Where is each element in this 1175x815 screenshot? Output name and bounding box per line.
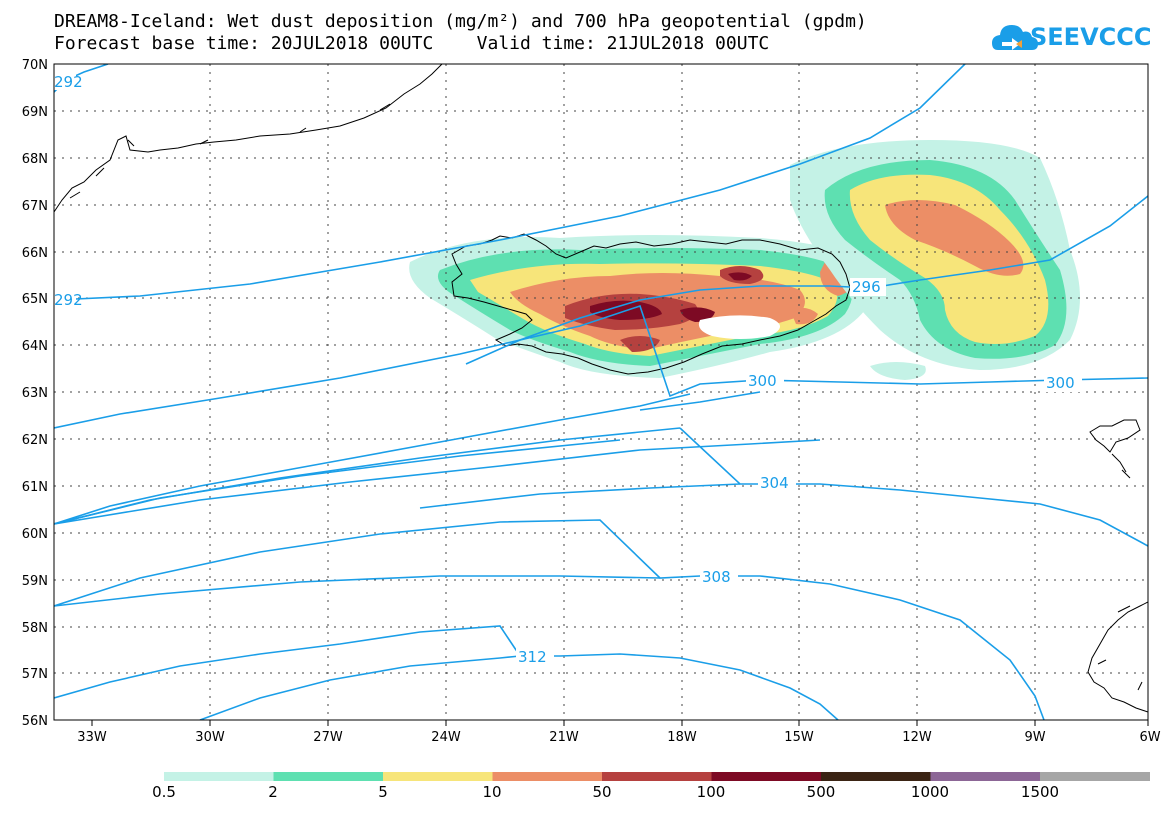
contour-label-group: 292 292 296 300 300 304 308 312 — [54, 73, 1082, 666]
seevccc-logo-cloud-icon — [992, 25, 1038, 50]
lon-label-33w: 33W — [77, 730, 107, 745]
colorbar-label-8: 1500 — [1020, 783, 1060, 801]
contour-304-link — [419, 483, 741, 509]
lat-label-66n: 66N — [22, 246, 48, 261]
lon-label-12w: 12W — [902, 730, 932, 745]
greenland-coastline — [54, 64, 443, 213]
lat-label-67n: 67N — [22, 199, 48, 214]
lat-label-70n: 70N — [22, 58, 48, 73]
lat-label-69n: 69N — [22, 105, 48, 120]
colorbar-label-6: 500 — [806, 783, 836, 801]
lat-label-63n: 63N — [22, 386, 48, 401]
contour-label-292-west: 292 — [54, 291, 83, 309]
map-title: DREAM8-Iceland: Wet dust deposition (mg/… — [54, 11, 867, 32]
lat-label-61n: 61N — [22, 480, 48, 495]
lat-label-64n: 64N — [22, 339, 48, 354]
lat-label-68n: 68N — [22, 152, 48, 167]
contour-300 — [54, 304, 1148, 429]
contour-label-292-north: 292 — [54, 73, 83, 91]
colorbar-swatch-4 — [602, 772, 712, 781]
longitude-labels: 33W 30W 27W 24W 21W 18W 15W 12W 9W 6W — [77, 730, 1160, 745]
contour-label-296: 296 — [852, 278, 881, 296]
colorbar-label-2: 5 — [378, 783, 388, 801]
lat-label-65n: 65N — [22, 292, 48, 307]
contour-308-link — [54, 575, 661, 607]
colorbar-label-4: 50 — [592, 783, 612, 801]
contour-296 — [465, 195, 1148, 365]
lon-label-9w: 9W — [1024, 730, 1045, 745]
lat-label-57n: 57N — [22, 667, 48, 682]
colorbar-swatch-5 — [711, 772, 822, 781]
axis-ticks — [91, 720, 1149, 726]
map-subtitle-times: Forecast base time: 20JUL2018 00UTC Vali… — [54, 33, 770, 54]
lat-label-59n: 59N — [22, 574, 48, 589]
lon-label-30w: 30W — [195, 730, 225, 745]
colorbar-swatch-3 — [492, 772, 603, 781]
seevccc-logo-text: SEEVCCC — [1030, 23, 1152, 51]
lon-label-21w: 21W — [549, 730, 579, 745]
contour-292 — [54, 64, 966, 301]
lon-label-27w: 27W — [313, 730, 343, 745]
colorbar-swatch-6 — [821, 772, 931, 781]
lon-label-6w: 6W — [1139, 730, 1160, 745]
contour-304 — [54, 393, 691, 525]
lon-label-24w: 24W — [431, 730, 461, 745]
colorbar-label-3: 10 — [482, 783, 502, 801]
lat-label-56n: 56N — [22, 714, 48, 729]
lat-label-60n: 60N — [22, 527, 48, 542]
contour-label-300-east: 300 — [1046, 374, 1075, 392]
contour-label-300-central: 300 — [748, 372, 777, 390]
contour-label-308: 308 — [702, 568, 731, 586]
colorbar-swatch-2 — [383, 772, 493, 781]
scotland-coastline — [1087, 601, 1148, 713]
colorbar — [164, 772, 1150, 781]
colorbar-swatch-0 — [164, 772, 274, 781]
contour-label-304: 304 — [760, 474, 789, 492]
lat-label-58n: 58N — [22, 621, 48, 636]
dust-deposition-shading-plume — [790, 140, 1080, 380]
colorbar-label-0: 0.5 — [152, 783, 176, 801]
faroe-islands-coastline — [1089, 419, 1141, 453]
lon-label-15w: 15W — [784, 730, 814, 745]
colorbar-label-1: 2 — [268, 783, 278, 801]
colorbar-swatch-7 — [930, 772, 1041, 781]
contour-312-link — [199, 655, 521, 720]
colorbar-label-7: 1000 — [910, 783, 950, 801]
colorbar-swatch-1 — [273, 772, 384, 781]
colorbar-swatch-8 — [1040, 772, 1150, 781]
coastlines — [54, 64, 1148, 713]
map-frame — [53, 63, 1149, 721]
contour-label-312: 312 — [518, 648, 547, 666]
iceland-coastline — [451, 233, 851, 375]
colorbar-label-5: 100 — [696, 783, 726, 801]
contour-304-main — [54, 427, 1148, 547]
lat-label-62n: 62N — [22, 433, 48, 448]
latitude-labels: 70N 69N 68N 67N 66N 65N 64N 63N 62N 61N … — [22, 58, 48, 729]
lon-label-18w: 18W — [667, 730, 697, 745]
